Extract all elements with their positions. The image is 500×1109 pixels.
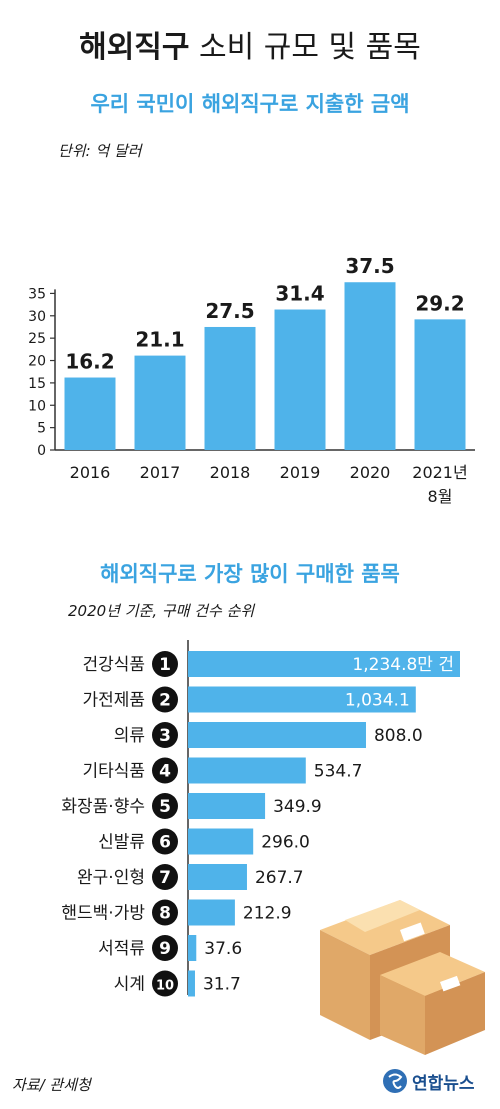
bar	[188, 651, 460, 677]
chart1-unit-note: 단위: 억 달러	[58, 142, 142, 160]
category-label: 시계	[114, 975, 145, 995]
annual-spending-chart: 0 5 10 15 20 25 30 35 16.2 2016 21.1 2017 27.5 2018 31…	[28, 254, 475, 506]
rank-number: 1	[159, 655, 171, 675]
chart2-title: 해외직구로 가장 많이 구매한 품목	[100, 562, 400, 586]
rank-badge	[152, 935, 178, 961]
x-tick-label: 2017	[140, 463, 181, 482]
bar	[414, 319, 466, 450]
bar	[188, 970, 195, 997]
y-tick-label: 25	[28, 331, 46, 347]
bar	[344, 282, 396, 450]
y-tick-label: 30	[28, 309, 46, 325]
bar-value-label: 31.4	[275, 282, 324, 306]
rank-badge	[152, 899, 178, 926]
category-label: 가전제품	[82, 691, 145, 711]
rank-number: 5	[159, 797, 171, 817]
rank-badge	[152, 828, 178, 855]
bar-value-label: 296.0	[261, 833, 310, 853]
rank-number: 6	[159, 833, 171, 853]
bar	[188, 899, 235, 926]
bar-value-label: 1,234.8만 건	[352, 655, 454, 675]
bar-value-label: 267.7	[255, 868, 304, 888]
rank-badge	[152, 864, 178, 890]
category-label: 의류	[114, 726, 145, 746]
rank-number: 3	[159, 726, 171, 746]
rank-number: 4	[159, 762, 171, 782]
rank-number: 2	[159, 691, 171, 711]
rank-number: 9	[159, 939, 171, 959]
boxes-illustration	[320, 900, 485, 1055]
x-tick-label: 2020	[350, 463, 391, 482]
bar-value-label: 16.2	[65, 350, 114, 374]
y-tick-label: 15	[28, 376, 46, 392]
y-tick-label: 20	[28, 354, 46, 370]
bar	[188, 757, 306, 784]
bar	[188, 793, 266, 819]
x-tick-label: 2021년	[412, 463, 467, 482]
bar	[188, 722, 366, 748]
bar	[188, 864, 247, 890]
bar-value-label: 1,034.1	[345, 691, 410, 711]
category-label: 신발류	[98, 833, 145, 853]
box-icon-small	[380, 952, 485, 1055]
rank-badge	[152, 722, 178, 748]
chart1-title: 우리 국민이 해외직구로 지출한 금액	[90, 92, 410, 116]
bar-value-label: 31.7	[203, 975, 241, 995]
source-note: 자료/ 관세청	[12, 1076, 91, 1094]
bar	[188, 935, 197, 961]
yonhap-logo-icon	[383, 1069, 407, 1093]
bar	[134, 355, 186, 450]
y-tick-label: 10	[28, 398, 46, 414]
category-label: 건강식품	[82, 655, 145, 675]
category-label: 서적류	[98, 939, 145, 959]
bar-value-label: 37.6	[204, 939, 242, 959]
logo: 연합뉴스	[382, 1068, 475, 1094]
bar	[204, 326, 256, 450]
category-label: 완구·인형	[77, 868, 145, 888]
x-tick-label: 2019	[280, 463, 321, 482]
y-tick-label: 35	[28, 286, 46, 302]
bar-value-label: 29.2	[415, 291, 464, 315]
bar-value-label: 534.7	[314, 762, 363, 782]
bar-value-label: 212.9	[243, 904, 292, 924]
rank-number: 10	[156, 979, 174, 994]
rank-badge	[152, 970, 178, 997]
category-label: 화장품·향수	[61, 797, 145, 817]
bar-value-label: 37.5	[345, 254, 394, 278]
bar-value-label: 27.5	[205, 299, 254, 323]
page-title: 해외직구 소비 규모 및 품목	[79, 30, 421, 65]
rank-badge	[152, 757, 178, 784]
rank-number: 8	[159, 904, 171, 924]
chart2-subtitle: 2020년 기준, 구매 건수 순위	[68, 602, 255, 620]
bar-value-label: 808.0	[374, 726, 423, 746]
bar	[274, 309, 326, 450]
bar	[64, 377, 116, 450]
rank-badge	[152, 651, 178, 677]
category-label: 기타식품	[82, 762, 145, 782]
bar-value-label: 21.1	[135, 328, 184, 352]
rank-badge	[152, 686, 178, 713]
rank-number: 7	[159, 868, 171, 888]
bar-value-label: 349.9	[273, 797, 322, 817]
bar	[188, 686, 416, 713]
rank-badge	[152, 793, 178, 819]
y-tick-label: 5	[37, 421, 46, 437]
category-label: 핸드백·가방	[61, 904, 145, 924]
logo-text: 연합뉴스	[412, 1073, 475, 1094]
x-tick-label: 8월	[428, 487, 453, 506]
x-tick-label: 2018	[210, 463, 251, 482]
x-tick-label: 2016	[70, 463, 111, 482]
bar	[188, 828, 254, 855]
y-tick-label: 0	[37, 443, 46, 459]
